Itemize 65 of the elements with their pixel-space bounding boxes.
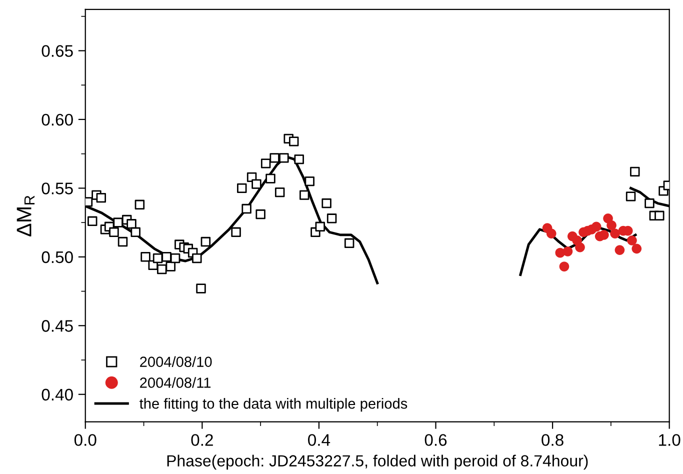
x-tick-label: 1.0 <box>659 434 680 446</box>
point <box>315 222 325 232</box>
point <box>192 253 202 264</box>
point <box>626 192 636 202</box>
point <box>266 174 276 184</box>
point <box>546 228 556 238</box>
y-tick-label: 0.40 <box>42 388 73 401</box>
point <box>344 238 354 248</box>
point <box>118 236 128 247</box>
point <box>288 136 299 146</box>
point <box>644 198 654 208</box>
point <box>170 253 180 264</box>
point <box>614 245 625 255</box>
point <box>88 216 98 226</box>
point <box>162 252 172 262</box>
point <box>126 219 136 229</box>
point <box>260 158 271 168</box>
point <box>304 176 314 186</box>
point <box>274 187 285 198</box>
point <box>630 166 640 177</box>
x-tick-label: 0.4 <box>308 434 330 446</box>
point <box>562 246 573 256</box>
x-tick-label: 0.2 <box>191 434 213 446</box>
point <box>113 218 123 228</box>
point <box>610 228 620 238</box>
point <box>200 236 211 247</box>
point <box>196 284 206 294</box>
x-tick-label: 0.0 <box>74 434 96 446</box>
x-tick-label: 0.6 <box>424 434 447 446</box>
legend-label: 2004/08/11 <box>140 377 211 388</box>
point <box>632 244 642 254</box>
point <box>157 264 167 274</box>
point <box>140 252 150 262</box>
point <box>606 220 616 230</box>
point <box>270 153 280 163</box>
point <box>252 179 262 189</box>
y-tick-label: 0.65 <box>42 45 73 57</box>
point <box>109 227 119 238</box>
point <box>627 236 637 246</box>
point <box>96 192 106 203</box>
x-axis-title: Phase(epoch: JD2453227.5, folded with peroid of 8.74hour) <box>167 454 588 470</box>
point <box>231 227 241 238</box>
point <box>326 214 337 224</box>
y-tick-label: 0.60 <box>42 114 73 126</box>
point <box>134 200 145 210</box>
y-axis-title: ΔM$_{R}$ <box>16 196 35 236</box>
point <box>322 198 332 208</box>
point <box>575 242 585 252</box>
y-tick-label: 0.50 <box>42 251 73 264</box>
point <box>294 154 304 164</box>
point <box>242 204 252 214</box>
legend-label: 2004/08/10 <box>140 356 212 367</box>
point <box>130 227 140 238</box>
y-tick-label: 0.45 <box>42 320 73 332</box>
point <box>300 190 310 200</box>
legend-label: the fitting to the data with multiple periods <box>140 398 408 412</box>
point <box>279 153 289 163</box>
y-tick-label: 0.55 <box>42 182 73 194</box>
point <box>559 262 570 272</box>
point <box>654 210 664 221</box>
x-tick-label: 0.8 <box>542 434 564 446</box>
point <box>237 183 247 194</box>
point <box>591 222 602 232</box>
point <box>599 230 609 240</box>
point <box>256 209 266 220</box>
